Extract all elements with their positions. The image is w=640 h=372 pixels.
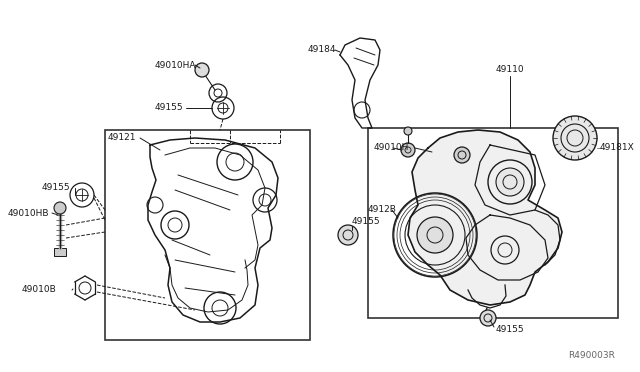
Circle shape (553, 116, 597, 160)
Circle shape (404, 127, 412, 135)
Circle shape (496, 168, 524, 196)
Text: 49155: 49155 (42, 183, 70, 192)
Text: 49010B: 49010B (22, 285, 57, 295)
Circle shape (338, 225, 358, 245)
Polygon shape (408, 130, 562, 305)
Text: 49155: 49155 (352, 218, 381, 227)
Text: 49184: 49184 (308, 45, 337, 55)
Bar (368, 128, 618, 318)
Text: 49155: 49155 (496, 326, 525, 334)
Bar (54, 248, 66, 256)
Text: 4912B: 4912B (368, 205, 397, 215)
Circle shape (454, 147, 470, 163)
Circle shape (480, 310, 496, 326)
Circle shape (401, 143, 415, 157)
Text: 49010HB: 49010HB (8, 208, 49, 218)
Circle shape (417, 217, 453, 253)
Circle shape (54, 202, 66, 214)
Text: 49155: 49155 (155, 103, 184, 112)
Text: 49181X: 49181X (600, 144, 635, 153)
Bar (105, 130, 310, 340)
Circle shape (195, 63, 209, 77)
Text: 49110: 49110 (496, 65, 524, 74)
Text: R490003R: R490003R (568, 352, 615, 360)
Text: 49010H: 49010H (374, 144, 410, 153)
Text: 49121: 49121 (108, 134, 136, 142)
Text: 49010HA: 49010HA (155, 61, 196, 70)
